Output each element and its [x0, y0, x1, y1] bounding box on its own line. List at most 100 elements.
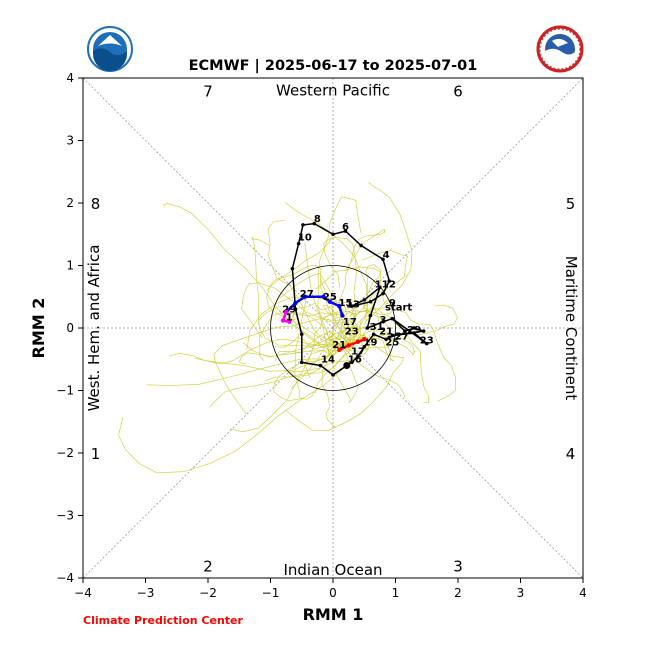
ensemble-member-line: [294, 293, 352, 400]
forecast-point: [349, 360, 354, 365]
forecast-point: [381, 291, 385, 296]
forecast-point: [343, 229, 348, 233]
forecast-point: [312, 221, 317, 226]
day-label: 23: [420, 336, 434, 347]
ensemble-member-line: [241, 282, 352, 338]
forecast-point: [327, 299, 333, 304]
ensemble-member-line: [163, 203, 356, 348]
ensemble-member-line: [356, 181, 413, 342]
forecast-point: [296, 241, 301, 246]
phase-number: 6: [453, 83, 463, 101]
forecast-point: [368, 299, 373, 304]
day-label: 25: [323, 292, 337, 303]
forecast-point: [283, 310, 289, 315]
y-axis-label: RMM 2: [29, 298, 48, 359]
forecast-point: [302, 294, 308, 299]
day-label: 29: [282, 304, 296, 315]
forecast-point: [403, 329, 407, 333]
x-tick-label: 0: [329, 586, 337, 600]
forecast-point: [293, 307, 298, 312]
y-tick-label: 2: [66, 196, 74, 210]
forecast-point: [381, 319, 385, 324]
forecast-point: [384, 337, 388, 342]
day-label: 9: [389, 298, 396, 309]
x-axis-label: RMM 1: [303, 605, 364, 624]
region-label-top: Western Pacific: [276, 82, 390, 100]
day-label: 4: [383, 250, 390, 261]
forecast-point: [387, 335, 392, 340]
forecast-point: [412, 326, 417, 330]
phase-number: 5: [566, 195, 576, 213]
ensemble-member-line: [251, 236, 335, 347]
region-label-bottom: Indian Ocean: [283, 561, 382, 579]
ensemble-member-line: [213, 311, 338, 415]
ensemble-member-line: [246, 296, 371, 351]
phase-number: 1: [91, 445, 101, 463]
y-tick-label: −2: [56, 446, 74, 460]
forecast-point: [412, 331, 417, 335]
forecast-point: [337, 303, 342, 309]
x-tick-label: 1: [392, 586, 400, 600]
day-label: 2: [389, 279, 396, 290]
ensemble-member-line: [317, 196, 362, 345]
phase-number: 7: [203, 83, 213, 101]
forecast-point: [387, 279, 392, 283]
forecast-point: [362, 298, 367, 302]
y-tick-label: −3: [56, 509, 74, 523]
forecast-point: [421, 329, 426, 333]
x-tick-label: −1: [262, 586, 280, 600]
y-tick-label: 0: [66, 321, 74, 335]
ensemble-member-line: [320, 278, 359, 352]
chart-title: ECMWF | 2025-06-17 to 2025-07-01: [189, 58, 478, 74]
forecast-point: [331, 373, 335, 377]
forecast-point: [299, 332, 304, 337]
day-label: 19: [364, 338, 378, 349]
forecast-line: [291, 222, 428, 376]
forecast-point: [362, 337, 367, 342]
day-label: 16: [348, 354, 362, 365]
amplitude-unit-circle: [270, 265, 396, 391]
x-tick-label: −3: [137, 586, 155, 600]
day-label: 1: [286, 313, 293, 324]
forecast-point: [280, 318, 286, 323]
y-tick-label: 3: [66, 134, 74, 148]
y-tick-label: 4: [66, 71, 74, 85]
ensemble-member-line: [304, 242, 359, 404]
ensemble-member-line: [361, 330, 416, 357]
ensemble-member-line: [321, 305, 354, 429]
forecast-point: [424, 341, 429, 346]
day-label: 14: [321, 354, 335, 365]
ensemble-members: [118, 181, 458, 474]
ensemble-member-line: [353, 289, 393, 320]
x-tick-label: 4: [579, 586, 587, 600]
day-label: 27: [300, 289, 314, 300]
forecast-point: [299, 360, 304, 365]
forecast-point: [301, 223, 305, 227]
forecast-point: [290, 266, 295, 271]
forecast-point: [355, 339, 361, 344]
ensemble-member-line: [274, 331, 345, 361]
forecast-line: [338, 338, 365, 352]
ensemble-member-line: [338, 228, 386, 317]
diagonal-divider: [82, 77, 584, 579]
x-tick-label: 3: [517, 586, 525, 600]
forecast-point: [356, 354, 360, 358]
day-label: 10: [298, 233, 312, 244]
forecast-point: [340, 313, 345, 318]
ensemble-member-line: [267, 220, 345, 341]
day-label: 17: [351, 346, 365, 357]
y-tick-label: −4: [56, 571, 74, 585]
forecast-point: [378, 285, 382, 290]
phase-number: 4: [566, 445, 576, 463]
ensemble-member-line: [273, 320, 347, 402]
noaa-logo: [87, 26, 133, 72]
forecast-point: [331, 232, 335, 237]
forecast-point: [390, 333, 395, 338]
forecast-point: [318, 363, 323, 368]
forecast-point: [362, 344, 367, 349]
ensemble-member-line: [334, 339, 406, 398]
day-label: 27: [395, 331, 409, 342]
day-label: start: [385, 303, 412, 314]
day-label: 23: [345, 326, 359, 337]
ensemble-member-line: [266, 236, 334, 345]
